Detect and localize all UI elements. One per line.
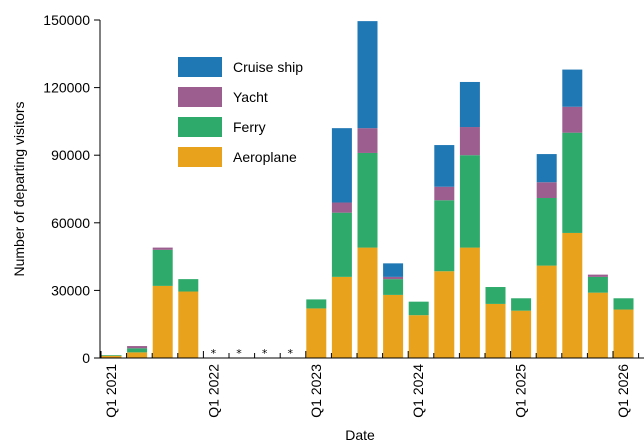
y-tick-label: 90000 [51,147,90,163]
bar-segment [357,247,378,358]
bar-segment [587,292,608,358]
bar-segment [127,348,148,353]
bar-segment [536,154,557,183]
bar-segment [331,276,352,358]
bar-segment [459,247,480,358]
bar-segment [536,182,557,199]
legend-label: Ferry [233,119,266,135]
bar-segment [101,355,122,358]
x-tick-label: Q1 2025 [513,364,529,418]
bar-segment [152,285,173,358]
bar-segment [331,212,352,277]
bar-segment [101,355,122,356]
legend-swatch [178,117,222,137]
bar-segment [357,128,378,153]
bar-segment [178,279,199,292]
bar-segment [613,298,634,310]
bar-segment [306,308,327,358]
bar-segment [383,263,404,277]
bar-segment [306,299,327,309]
bar-segment [459,81,480,128]
bar-segment [562,132,583,233]
legend-label: Cruise ship [233,59,303,75]
bar-segment [383,279,404,295]
x-tick-label: Q1 2024 [410,364,426,418]
x-tick-label: Q1 2026 [615,364,631,418]
x-tick-label: Q1 2022 [205,364,221,418]
bar-segment [434,145,455,187]
bar-segment [562,106,583,133]
bar-segment [434,200,455,272]
bar-segment [587,274,608,277]
bar-segment [434,271,455,358]
bar-segment [383,294,404,358]
bar-segment [331,202,352,213]
missing-data-marker: * [262,347,268,360]
missing-data-marker: * [287,347,293,360]
x-axis-title: Date [345,427,375,443]
y-tick-label: 60000 [51,215,90,231]
bar-segment [434,186,455,201]
bar-segment [511,310,532,358]
y-axis-title: Number of departing visitors [11,101,27,276]
bar-segment [408,315,429,358]
y-tick-label: 30000 [51,282,90,298]
x-tick-label: Q1 2023 [308,364,324,418]
y-tick-label: 150000 [43,12,90,28]
bar-segment [459,127,480,156]
bar-segment [485,287,506,304]
missing-data-marker: * [211,347,217,360]
bar-segment [536,198,557,266]
bar-segment [331,128,352,203]
legend-swatch [178,57,222,77]
legend-label: Aeroplane [233,149,297,165]
bar-segment [127,352,148,358]
y-tick-label: 120000 [43,80,90,96]
bar-segment [357,152,378,248]
bar-segment [357,21,378,129]
bar-segment [562,232,583,358]
bar-segment [485,303,506,358]
bar-segment [152,249,173,286]
bar-segment [536,265,557,358]
bar-segment [383,276,404,280]
bar-segment [587,276,608,293]
bar-segment [408,301,429,316]
legend-swatch [178,87,222,107]
bar-segment [613,309,634,358]
bar-segment [178,291,199,358]
bar-segment [152,247,173,250]
axes-layer: 0 30000 60000 90000 120000 150000 Q1 2021 Q1 20… [43,12,644,418]
y-tick-label: 0 [82,350,90,366]
legend-swatch [178,147,222,167]
legend-label: Yacht [233,89,268,105]
missing-data-marker: * [236,347,242,360]
bar-segment [127,346,148,349]
bars-layer [101,21,634,358]
x-tick-label: Q1 2021 [103,364,119,418]
legend: Cruise ship Yacht Ferry Aeroplane [178,57,303,167]
bar-segment [562,69,583,107]
bar-segment [459,155,480,248]
bar-segment [511,298,532,311]
